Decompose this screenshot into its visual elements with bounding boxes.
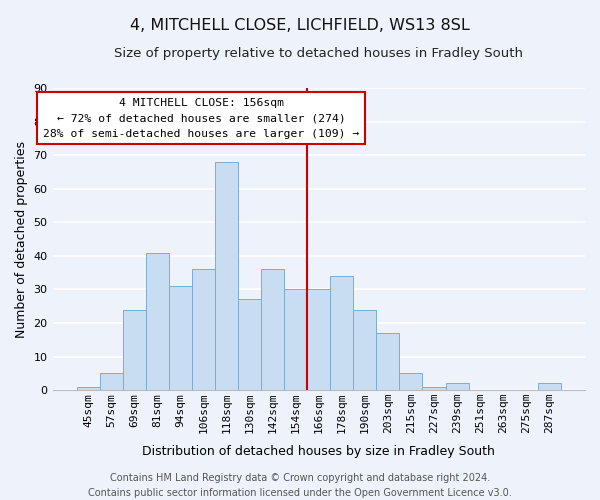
Bar <box>77 387 100 390</box>
Y-axis label: Number of detached properties: Number of detached properties <box>15 140 28 338</box>
Bar <box>422 387 446 390</box>
X-axis label: Distribution of detached houses by size in Fradley South: Distribution of detached houses by size … <box>142 444 495 458</box>
Bar <box>307 290 330 390</box>
Bar <box>169 286 192 390</box>
Text: 4, MITCHELL CLOSE, LICHFIELD, WS13 8SL: 4, MITCHELL CLOSE, LICHFIELD, WS13 8SL <box>130 18 470 32</box>
Text: Contains HM Land Registry data © Crown copyright and database right 2024.
Contai: Contains HM Land Registry data © Crown c… <box>88 472 512 498</box>
Bar <box>123 310 146 390</box>
Bar <box>146 252 169 390</box>
Bar <box>192 270 215 390</box>
Bar <box>376 333 400 390</box>
Bar <box>400 374 422 390</box>
Text: 4 MITCHELL CLOSE: 156sqm
← 72% of detached houses are smaller (274)
28% of semi-: 4 MITCHELL CLOSE: 156sqm ← 72% of detach… <box>43 98 359 138</box>
Bar <box>446 384 469 390</box>
Bar <box>100 374 123 390</box>
Bar <box>353 310 376 390</box>
Bar <box>215 162 238 390</box>
Bar <box>284 290 307 390</box>
Bar <box>261 270 284 390</box>
Bar <box>330 276 353 390</box>
Bar <box>538 384 561 390</box>
Title: Size of property relative to detached houses in Fradley South: Size of property relative to detached ho… <box>114 48 523 60</box>
Bar <box>238 300 261 390</box>
